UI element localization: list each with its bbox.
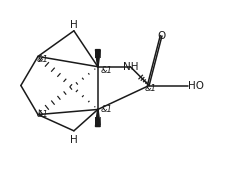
Text: &1: &1 (100, 105, 112, 114)
Text: O: O (158, 31, 166, 41)
Polygon shape (95, 50, 100, 67)
Text: H: H (94, 116, 102, 127)
Text: &1: &1 (100, 67, 112, 75)
Text: H: H (94, 50, 102, 60)
Text: &1: &1 (36, 55, 48, 64)
Text: H: H (70, 135, 78, 145)
Text: &1: &1 (36, 110, 48, 119)
Text: NH: NH (123, 62, 138, 72)
Polygon shape (95, 109, 100, 127)
Text: HO: HO (188, 81, 204, 90)
Text: H: H (70, 20, 78, 30)
Text: &1: &1 (145, 84, 157, 93)
